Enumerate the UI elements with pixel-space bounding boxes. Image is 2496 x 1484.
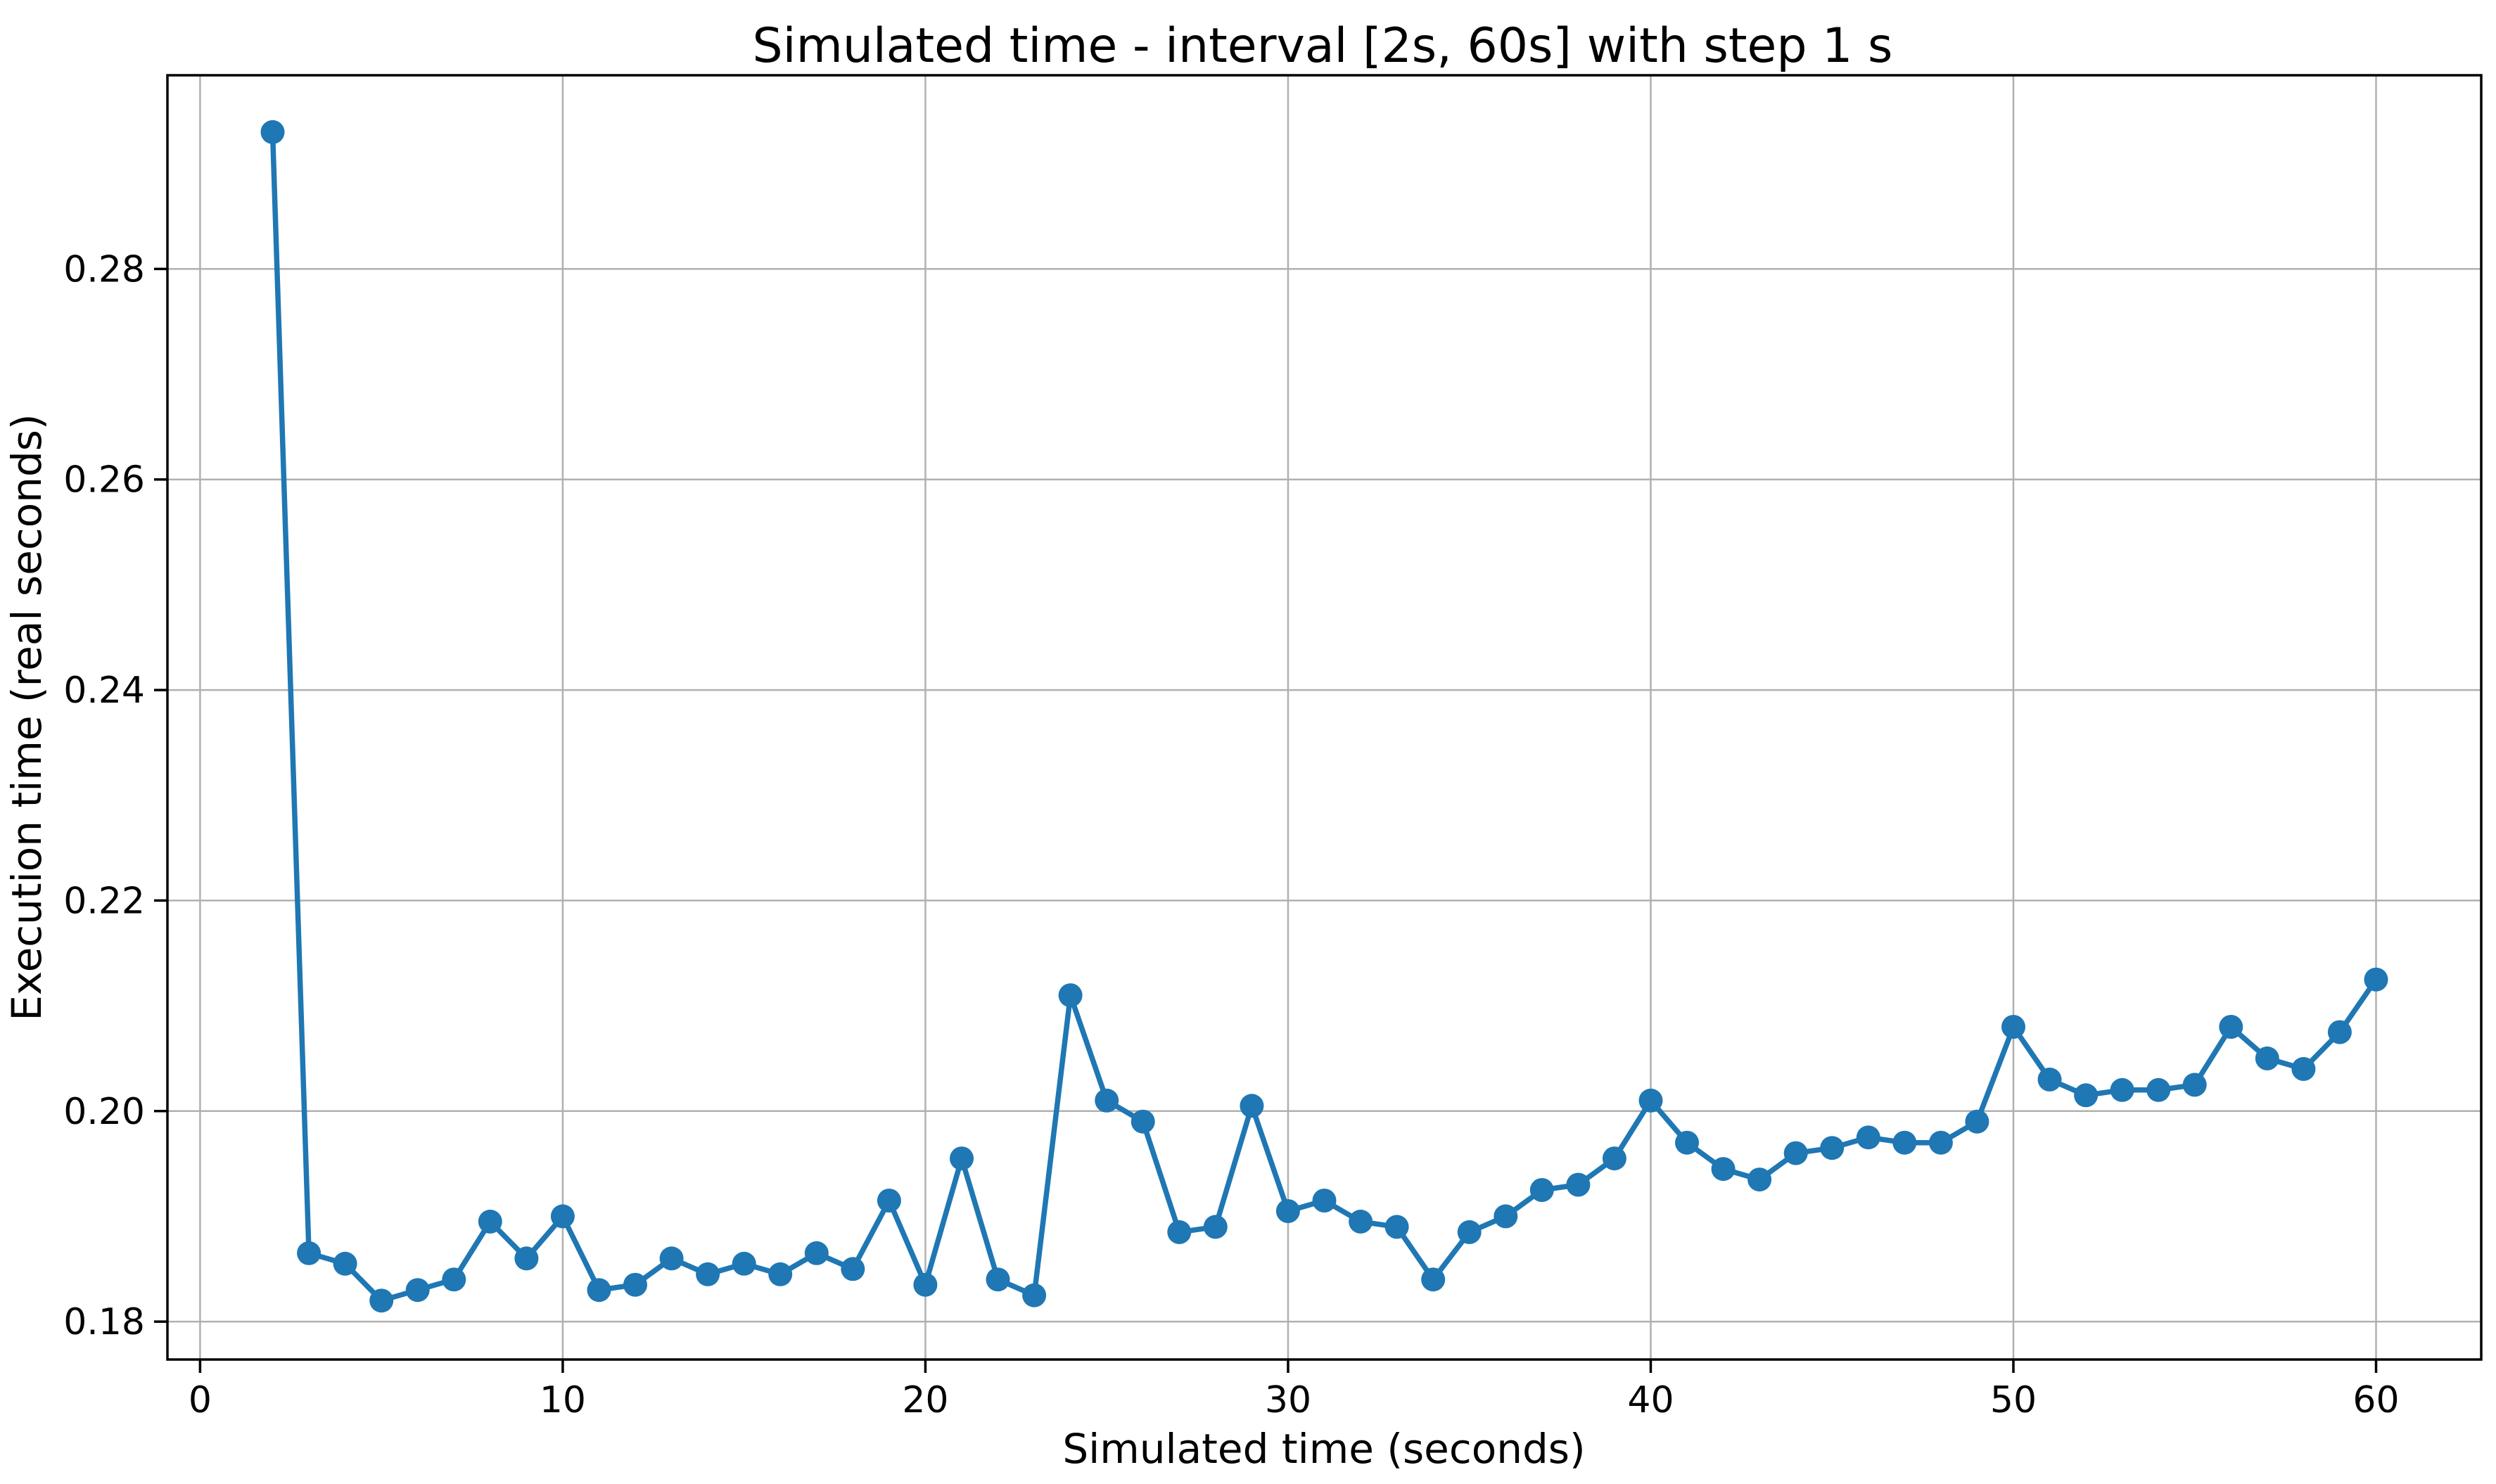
data-point [1711,1157,1736,1182]
data-point [1783,1141,1808,1165]
data-point [1820,1136,1845,1160]
y-tick-label: 0.26 [63,459,145,501]
series-layer [260,120,2388,1313]
data-point [1421,1267,1446,1292]
y-tick-label: 0.24 [63,670,145,712]
data-point [333,1251,357,1276]
data-point [732,1251,756,1276]
data-point [1566,1172,1591,1197]
data-point [550,1204,575,1229]
data-point [1928,1130,1953,1155]
data-point [1022,1283,1047,1307]
y-tick-label: 0.18 [63,1301,145,1343]
data-point [1529,1178,1554,1202]
data-point [2255,1046,2279,1070]
data-point [1275,1199,1300,1223]
y-axis-label: Execution time (real seconds) [3,414,51,1021]
data-point [2291,1056,2316,1081]
data-point [297,1241,321,1265]
data-point [804,1241,829,1265]
y-tick-label: 0.20 [63,1091,145,1133]
y-tick-label: 0.22 [63,880,145,922]
data-point [1892,1130,1917,1155]
data-point [1131,1109,1155,1134]
plot-border [166,74,2483,1361]
data-point [2074,1083,2099,1108]
x-tick-label: 30 [1265,1379,1311,1421]
x-tick-label: 0 [189,1379,212,1421]
data-point [1058,983,1083,1008]
data-point [2182,1073,2207,1097]
data-point [1167,1220,1192,1244]
data-point [478,1209,502,1234]
data-point [587,1278,611,1303]
data-point [2327,1020,2352,1044]
x-tick-label: 60 [2352,1379,2399,1421]
data-point [1457,1220,1482,1244]
y-tick-label: 0.28 [63,248,145,290]
data-point [2110,1077,2134,1102]
data-point [696,1262,720,1286]
data-point [1312,1189,1337,1213]
data-point [950,1146,974,1171]
data-point [1638,1088,1663,1113]
data-point [1095,1088,1119,1113]
data-point [768,1262,793,1286]
data-point [442,1267,466,1292]
x-tick-label: 10 [540,1379,586,1421]
data-point [913,1272,938,1297]
data-point [1203,1215,1228,1239]
data-point [260,120,285,144]
data-point [1602,1146,1626,1171]
data-point [841,1257,865,1281]
data-point [1349,1209,1373,1234]
x-tick-label: 20 [902,1379,948,1421]
data-point [369,1288,394,1313]
data-line [269,129,2379,1303]
grid-layer [167,75,2481,1360]
data-point [1240,1094,1264,1118]
data-point [514,1246,539,1271]
data-point [1675,1130,1699,1155]
x-axis-label: Simulated time (seconds) [1062,1425,1585,1473]
data-point [659,1246,684,1271]
data-point [2037,1067,2062,1092]
data-point [1965,1109,1989,1134]
data-point [2219,1015,2243,1039]
data-point [1856,1125,1880,1150]
data-point [877,1189,901,1213]
x-tick-label: 40 [1627,1379,1674,1421]
data-point [1494,1204,1518,1229]
data-point [2146,1077,2171,1102]
data-point [405,1278,430,1303]
chart-title: Simulated time - interval [2s, 60s] with… [753,18,1893,74]
data-point [2364,967,2388,992]
data-point [986,1267,1010,1292]
data-point [623,1272,647,1297]
axes-layer: 0 10 20 30 40 50 60 0.18 0.20 0.22 0.24 0.26 0.28 [63,74,2483,1421]
data-point [1384,1215,1409,1239]
data-point [2001,1015,2025,1039]
data-point [1747,1168,1772,1192]
x-tick-label: 50 [1990,1379,2037,1421]
